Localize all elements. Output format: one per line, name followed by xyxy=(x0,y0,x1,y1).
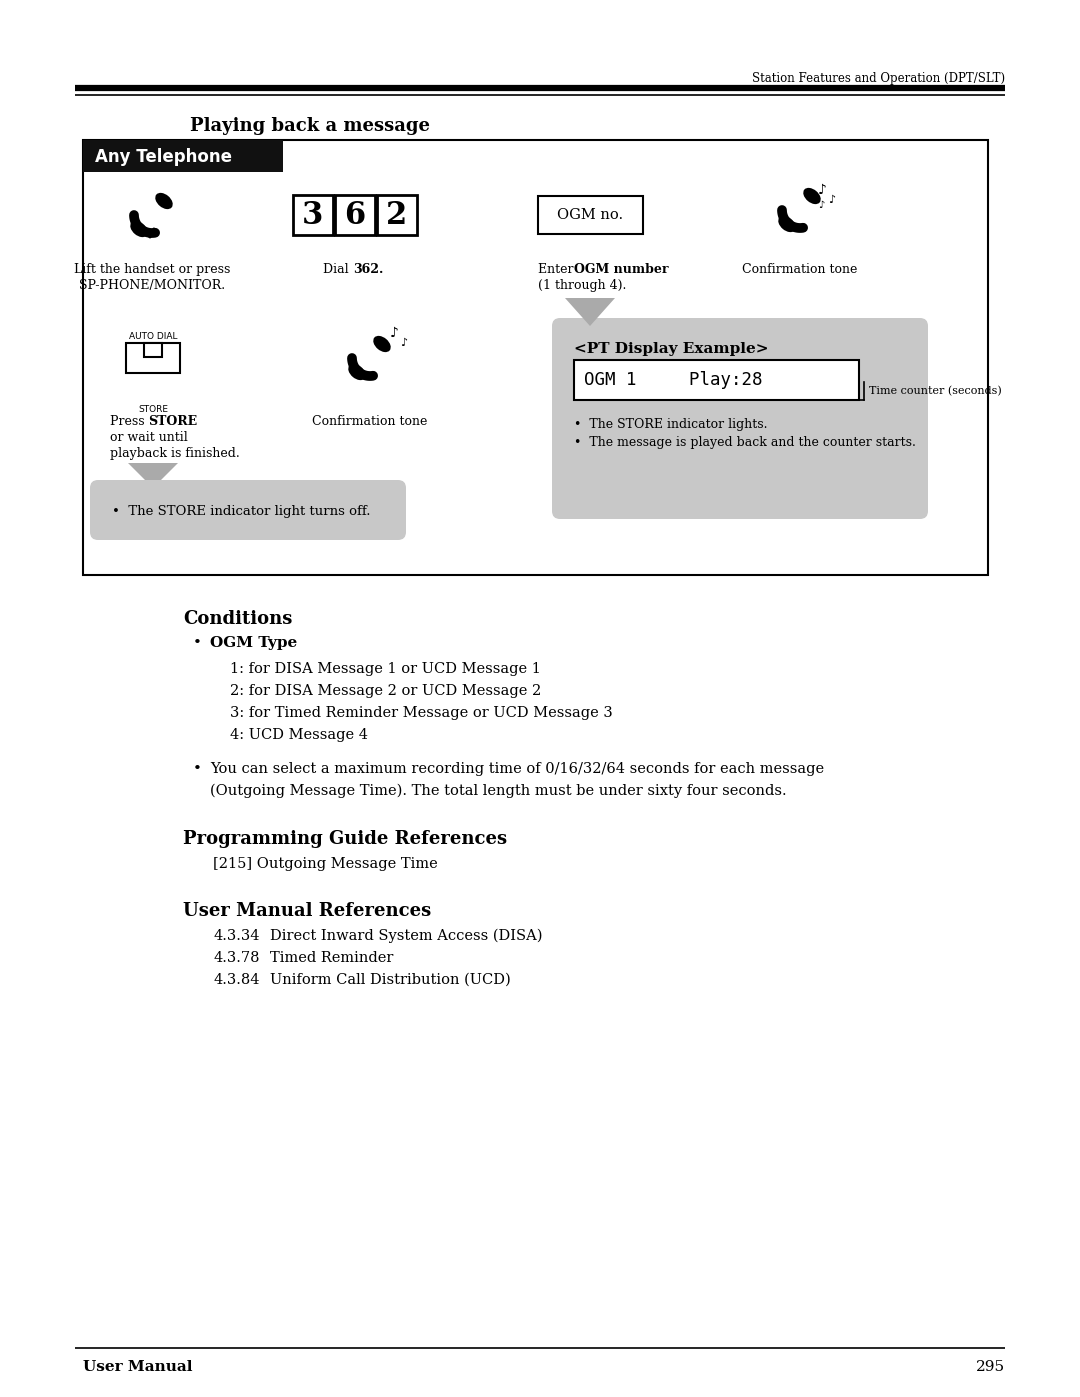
Text: Uniform Call Distribution (UCD): Uniform Call Distribution (UCD) xyxy=(270,972,511,988)
Text: •  The message is played back and the counter starts.: • The message is played back and the cou… xyxy=(573,436,916,448)
Text: OGM number: OGM number xyxy=(573,263,669,277)
Text: Time counter (seconds): Time counter (seconds) xyxy=(869,386,1002,397)
Text: 4.3.84: 4.3.84 xyxy=(213,972,259,988)
Text: User Manual: User Manual xyxy=(83,1361,192,1375)
Text: <PT Display Example>: <PT Display Example> xyxy=(573,342,769,356)
FancyBboxPatch shape xyxy=(377,196,417,235)
Text: Dial: Dial xyxy=(323,263,353,277)
Text: playback is finished.: playback is finished. xyxy=(110,447,240,460)
Text: ♪: ♪ xyxy=(390,326,399,339)
FancyBboxPatch shape xyxy=(552,319,928,520)
Text: You can select a maximum recording time of 0/16/32/64 seconds for each message: You can select a maximum recording time … xyxy=(210,761,824,775)
Text: Confirmation tone: Confirmation tone xyxy=(742,263,858,277)
Text: 362.: 362. xyxy=(353,263,383,277)
Polygon shape xyxy=(565,298,615,326)
Text: •: • xyxy=(193,761,202,775)
Text: SP-PHONE/MONITOR.: SP-PHONE/MONITOR. xyxy=(79,279,225,292)
FancyBboxPatch shape xyxy=(335,196,375,235)
Text: OGM no.: OGM no. xyxy=(557,208,623,222)
FancyBboxPatch shape xyxy=(293,196,333,235)
Text: Conditions: Conditions xyxy=(183,610,293,629)
Text: (Outgoing Message Time). The total length must be under sixty four seconds.: (Outgoing Message Time). The total lengt… xyxy=(210,784,786,799)
Text: STORE: STORE xyxy=(148,415,198,427)
Text: ♪: ♪ xyxy=(818,183,827,197)
Text: or wait until: or wait until xyxy=(110,432,188,444)
Ellipse shape xyxy=(779,217,796,232)
Text: Enter: Enter xyxy=(538,263,577,277)
Text: Lift the handset or press: Lift the handset or press xyxy=(73,263,230,277)
Ellipse shape xyxy=(156,193,173,210)
Text: Station Features and Operation (DPT/SLT): Station Features and Operation (DPT/SLT) xyxy=(752,73,1005,85)
Text: 3: 3 xyxy=(302,200,324,231)
Text: AUTO DIAL: AUTO DIAL xyxy=(129,332,177,341)
Text: ♪: ♪ xyxy=(818,200,824,210)
Text: ♪: ♪ xyxy=(400,338,407,348)
Text: Timed Reminder: Timed Reminder xyxy=(270,951,393,965)
Text: Any Telephone: Any Telephone xyxy=(95,148,232,166)
Text: 1: for DISA Message 1 or UCD Message 1: 1: for DISA Message 1 or UCD Message 1 xyxy=(230,662,541,676)
Text: OGM Type: OGM Type xyxy=(210,636,297,650)
FancyBboxPatch shape xyxy=(538,196,643,235)
FancyBboxPatch shape xyxy=(573,360,859,400)
Text: Playing back a message: Playing back a message xyxy=(190,117,430,136)
Text: Direct Inward System Access (DISA): Direct Inward System Access (DISA) xyxy=(270,929,542,943)
FancyBboxPatch shape xyxy=(126,344,180,373)
Text: User Manual References: User Manual References xyxy=(183,902,431,921)
Polygon shape xyxy=(129,462,178,488)
FancyBboxPatch shape xyxy=(83,140,988,576)
Text: STORE: STORE xyxy=(138,405,168,414)
FancyBboxPatch shape xyxy=(90,481,406,541)
Text: 2: 2 xyxy=(387,200,407,231)
Ellipse shape xyxy=(348,363,366,380)
Text: 3: for Timed Reminder Message or UCD Message 3: 3: for Timed Reminder Message or UCD Mes… xyxy=(230,705,612,719)
Ellipse shape xyxy=(131,221,148,237)
FancyBboxPatch shape xyxy=(83,140,283,172)
Text: •  The STORE indicator lights.: • The STORE indicator lights. xyxy=(573,418,768,432)
Text: 4: UCD Message 4: 4: UCD Message 4 xyxy=(230,728,368,742)
Text: OGM 1     Play:28: OGM 1 Play:28 xyxy=(584,372,762,388)
Text: Press: Press xyxy=(110,415,149,427)
Text: 2: for DISA Message 2 or UCD Message 2: 2: for DISA Message 2 or UCD Message 2 xyxy=(230,685,541,698)
Text: 4.3.78: 4.3.78 xyxy=(213,951,259,965)
Text: Confirmation tone: Confirmation tone xyxy=(312,415,428,427)
Text: Programming Guide References: Programming Guide References xyxy=(183,830,508,848)
Text: 4.3.34: 4.3.34 xyxy=(213,929,259,943)
Ellipse shape xyxy=(374,335,391,352)
Text: •  The STORE indicator light turns off.: • The STORE indicator light turns off. xyxy=(112,504,370,517)
Text: (1 through 4).: (1 through 4). xyxy=(538,279,626,292)
Ellipse shape xyxy=(804,187,821,204)
Text: 6: 6 xyxy=(345,200,365,231)
Text: 295: 295 xyxy=(976,1361,1005,1375)
Text: ♪: ♪ xyxy=(828,196,835,205)
Text: [215] Outgoing Message Time: [215] Outgoing Message Time xyxy=(213,856,437,870)
Text: •: • xyxy=(193,636,202,650)
FancyBboxPatch shape xyxy=(144,344,162,358)
